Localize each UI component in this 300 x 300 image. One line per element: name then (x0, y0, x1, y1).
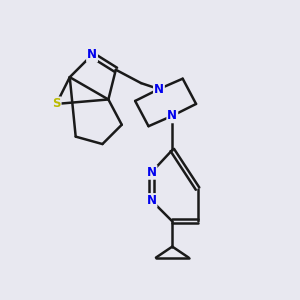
Text: N: N (146, 194, 157, 207)
Text: N: N (167, 109, 177, 122)
Text: N: N (87, 48, 97, 62)
Text: N: N (146, 166, 157, 179)
Text: N: N (154, 82, 164, 96)
Text: S: S (52, 98, 61, 110)
